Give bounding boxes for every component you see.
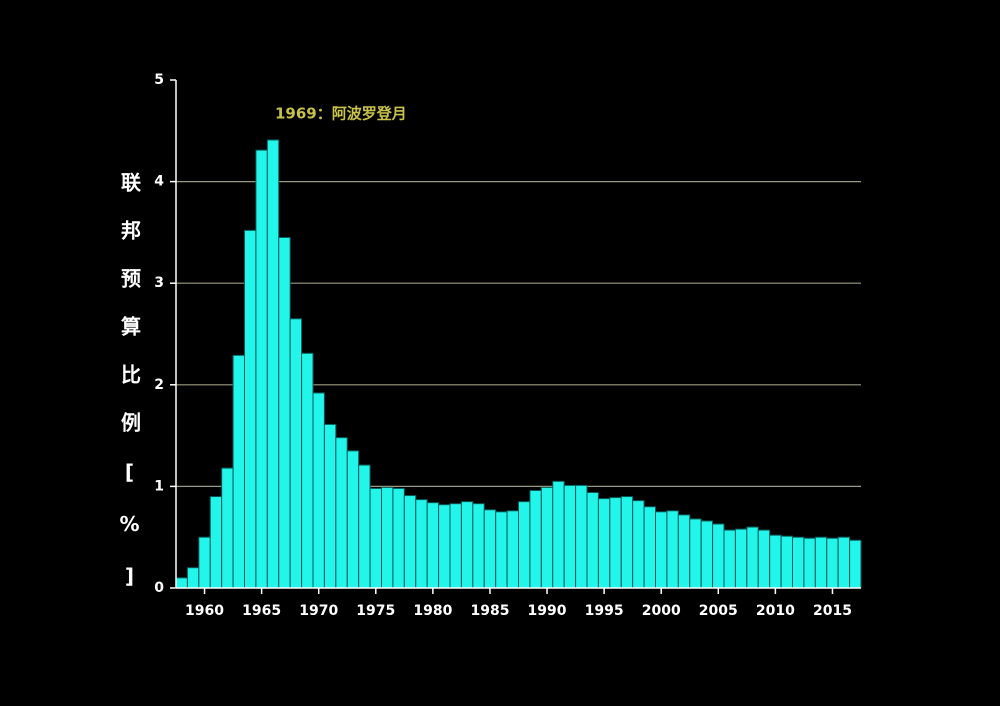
bar: [529, 489, 542, 589]
bar: [244, 229, 257, 589]
x-tick-label: 2010: [756, 603, 795, 619]
bar: [198, 536, 211, 589]
x-tick-label: 1995: [585, 603, 624, 619]
bar: [392, 487, 405, 589]
bar: [769, 534, 782, 589]
bar: [449, 503, 462, 589]
bar: [381, 486, 394, 589]
bar: [643, 506, 656, 589]
bar: [472, 503, 485, 589]
bar: [312, 392, 325, 589]
bar: [506, 510, 520, 589]
bar: [232, 354, 245, 589]
bar: [460, 501, 474, 589]
bar: [597, 498, 611, 589]
bar: [483, 509, 497, 589]
bar: [255, 149, 268, 589]
bar: [438, 504, 451, 589]
y-tick-label: 1: [154, 478, 164, 494]
y-tick-label: 4: [154, 174, 164, 190]
bar: [563, 484, 577, 589]
bar: [403, 495, 417, 589]
bar: [837, 536, 851, 589]
bar: [209, 496, 223, 589]
x-tick-label: 1985: [470, 603, 509, 619]
bar: [221, 467, 234, 589]
y-axis-label: 联邦预算比例[%]: [118, 172, 142, 616]
bar: [323, 423, 337, 589]
bar: [415, 499, 428, 589]
bar: [849, 539, 862, 589]
bar: [540, 486, 554, 589]
bar: [734, 528, 748, 589]
bar: [358, 464, 371, 589]
bar: [689, 518, 702, 589]
bar: [723, 529, 736, 589]
x-tick-label: 1980: [413, 603, 452, 619]
bar: [826, 537, 839, 589]
bar: [369, 487, 383, 589]
bar: [632, 500, 645, 589]
bar: [335, 437, 348, 589]
bar: [426, 502, 440, 589]
bar: [792, 536, 805, 589]
bar: [780, 535, 793, 589]
bar: [518, 501, 531, 589]
bar: [266, 139, 280, 589]
x-tick-label: 1975: [356, 603, 395, 619]
bar: [666, 510, 679, 589]
x-tick-label: 1990: [528, 603, 567, 619]
x-tick-label: 2000: [642, 603, 681, 619]
bar: [814, 536, 828, 589]
y-tick-label: 2: [154, 377, 164, 393]
bar: [677, 514, 691, 589]
bar: [175, 577, 188, 589]
bar: [346, 450, 360, 589]
bar: [609, 497, 622, 589]
bar: [712, 523, 725, 589]
bar: [700, 520, 714, 589]
x-tick-label: 1965: [242, 603, 281, 619]
bar: [289, 318, 303, 589]
y-tick-label: 0: [154, 580, 164, 596]
bar: [586, 491, 599, 589]
y-tick-label: 5: [154, 72, 164, 88]
y-tick-label: 3: [154, 275, 164, 291]
bar: [552, 480, 565, 589]
bar: [757, 529, 771, 589]
bar: [803, 537, 816, 589]
x-tick-label: 2005: [699, 603, 738, 619]
bar: [620, 496, 634, 589]
bar: [278, 236, 291, 589]
bar: [301, 352, 314, 589]
bar: [495, 511, 508, 589]
x-tick-label: 2015: [813, 603, 852, 619]
annotation: 1969：阿波罗登月: [275, 105, 407, 123]
bar: [575, 484, 588, 589]
x-tick-label: 1960: [185, 603, 224, 619]
bar: [186, 567, 200, 589]
bar: [655, 511, 668, 589]
x-tick-label: 1970: [299, 603, 338, 619]
bar: [746, 526, 759, 589]
